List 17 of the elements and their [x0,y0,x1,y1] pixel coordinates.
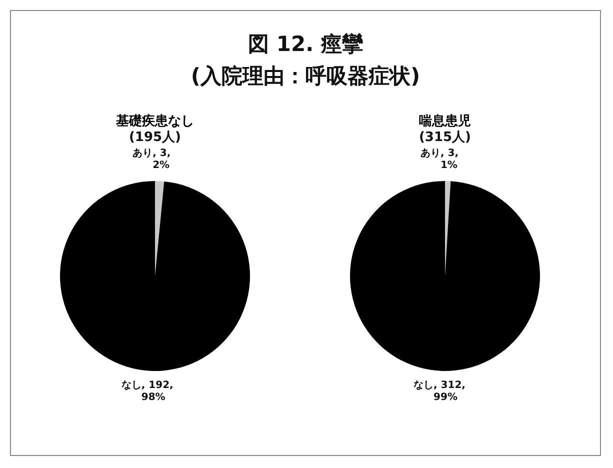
caption: 図 12. 痙攣 [247,31,364,58]
data-label: , 3, 1% [440,148,459,172]
pie-slice [155,181,164,276]
data-label: , 312, 99% [434,380,466,403]
text: (入院理由：呼吸器症状) [190,63,422,90]
slice-label: なし [121,380,142,391]
chart-subtitle: (315人) [418,130,472,146]
chart-title: 喘息患児 [419,113,471,130]
slice-label: あり [132,148,153,160]
chart-title: 基礎疾患なし [115,113,194,130]
data-label: , 192, 98% [141,380,174,403]
pie-slice [350,181,540,371]
data-label: , 3, 2% [152,148,171,172]
slice-label: なし [414,380,434,391]
chart-subtitle: (195人) [128,130,182,146]
slice-label: あり [420,148,440,160]
pie-slice [60,181,250,371]
